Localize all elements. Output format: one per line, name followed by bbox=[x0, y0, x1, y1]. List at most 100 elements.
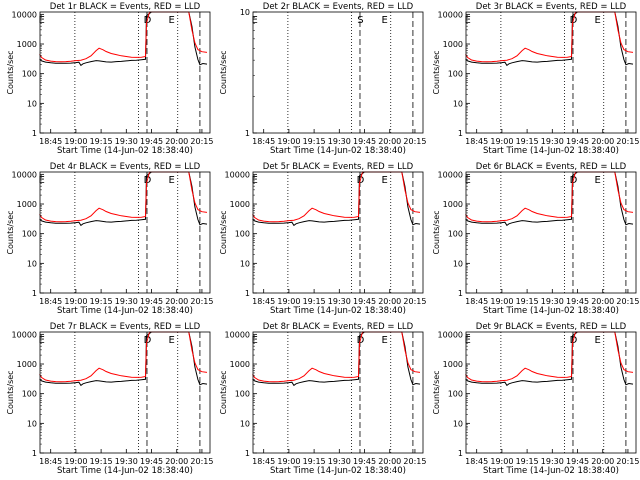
series-line-lld bbox=[252, 171, 421, 223]
series-line-events bbox=[252, 171, 421, 227]
y-tick-label: 100 bbox=[22, 230, 37, 239]
x-tick-label: 19:00 bbox=[490, 297, 513, 306]
event-marker: E bbox=[382, 335, 388, 346]
y-axis-label: Counts/sec bbox=[432, 50, 441, 94]
x-tick-label: 20:00 bbox=[591, 297, 614, 306]
x-tick-label: 20:15 bbox=[403, 137, 426, 146]
y-tick-label: 1 bbox=[458, 129, 463, 138]
x-axis-label: Start Time (14-Jun-02 18:38:40) bbox=[270, 146, 406, 156]
series-line-events bbox=[465, 11, 634, 67]
event-marker: S bbox=[357, 15, 363, 26]
event-marker: E bbox=[251, 15, 257, 26]
x-tick-label: 19:45 bbox=[140, 297, 163, 306]
y-tick-label: 10000 bbox=[12, 170, 37, 179]
x-tick-label: 19:15 bbox=[90, 137, 113, 146]
y-tick-label: 1000 bbox=[443, 360, 463, 369]
x-tick-label: 18:45 bbox=[39, 297, 62, 306]
plot-frame bbox=[465, 171, 637, 294]
x-tick-label: 19:15 bbox=[516, 297, 539, 306]
y-tick-label: 10 bbox=[453, 259, 463, 268]
x-tick-label: 19:45 bbox=[140, 457, 163, 466]
series-line-events bbox=[39, 331, 208, 387]
event-marker: E bbox=[169, 335, 175, 346]
y-tick-label: 10000 bbox=[12, 10, 37, 19]
x-axis-label: Start Time (14-Jun-02 18:38:40) bbox=[57, 306, 193, 316]
series-line-events bbox=[465, 331, 634, 387]
x-tick-label: 19:30 bbox=[541, 457, 564, 466]
plot-frame bbox=[39, 11, 211, 134]
y-axis-label: Counts/sec bbox=[432, 370, 441, 414]
y-tick-label: 10000 bbox=[225, 170, 250, 179]
x-axis-label: Start Time (14-Jun-02 18:38:40) bbox=[57, 466, 193, 476]
event-marker: E bbox=[169, 15, 175, 26]
x-axis-label: Start Time (14-Jun-02 18:38:40) bbox=[57, 146, 193, 156]
x-tick-label: 19:15 bbox=[90, 297, 113, 306]
y-axis-label: Counts/sec bbox=[6, 370, 15, 414]
x-axis-label: Start Time (14-Jun-02 18:38:40) bbox=[270, 466, 406, 476]
y-tick-label: 100 bbox=[448, 230, 463, 239]
y-tick-label: 1000 bbox=[17, 360, 37, 369]
y-tick-label: 10000 bbox=[225, 330, 250, 339]
y-tick-label: 1000 bbox=[17, 200, 37, 209]
event-marker: E bbox=[38, 15, 44, 26]
panel-title: Det 5r BLACK = Events, RED = LLD bbox=[263, 162, 414, 172]
x-tick-label: 20:00 bbox=[378, 137, 401, 146]
y-tick-label: 1000 bbox=[230, 360, 250, 369]
panel-title: Det 1r BLACK = Events, RED = LLD bbox=[50, 2, 201, 12]
y-axis-label: Counts/sec bbox=[219, 210, 228, 254]
y-tick-label: 100 bbox=[448, 70, 463, 79]
series-line-events bbox=[252, 331, 421, 387]
x-tick-label: 20:00 bbox=[591, 457, 614, 466]
series-line-lld bbox=[39, 171, 208, 223]
x-tick-label: 19:00 bbox=[64, 457, 87, 466]
event-marker: E bbox=[382, 15, 388, 26]
x-tick-label: 19:15 bbox=[516, 137, 539, 146]
x-tick-label: 19:15 bbox=[303, 137, 326, 146]
y-tick-label: 10 bbox=[240, 419, 250, 428]
event-marker: E bbox=[38, 335, 44, 346]
x-tick-label: 20:00 bbox=[591, 137, 614, 146]
x-tick-label: 18:45 bbox=[252, 137, 275, 146]
y-tick-label: 1 bbox=[458, 449, 463, 458]
y-tick-label: 1 bbox=[32, 449, 37, 458]
series-line-events bbox=[465, 171, 634, 227]
y-tick-label: 10000 bbox=[438, 10, 463, 19]
x-tick-label: 20:15 bbox=[616, 297, 639, 306]
x-axis-label: Start Time (14-Jun-02 18:38:40) bbox=[270, 306, 406, 316]
y-axis-label: Counts/sec bbox=[219, 370, 228, 414]
y-tick-label: 10000 bbox=[12, 330, 37, 339]
y-axis-label: Counts/sec bbox=[6, 50, 15, 94]
panel-title: Det 6r BLACK = Events, RED = LLD bbox=[476, 162, 627, 172]
x-tick-label: 19:30 bbox=[328, 297, 351, 306]
y-axis-label: Counts/sec bbox=[432, 210, 441, 254]
panel-title: Det 2r BLACK = Events, RED = LLD bbox=[263, 2, 414, 12]
x-tick-label: 19:00 bbox=[64, 297, 87, 306]
plot-frame bbox=[252, 171, 424, 294]
y-tick-label: 1 bbox=[245, 289, 250, 298]
x-tick-label: 20:15 bbox=[190, 457, 213, 466]
panel-title: Det 4r BLACK = Events, RED = LLD bbox=[50, 162, 201, 172]
x-tick-label: 20:15 bbox=[403, 457, 426, 466]
x-tick-label: 19:45 bbox=[353, 137, 376, 146]
y-tick-label: 100 bbox=[448, 390, 463, 399]
x-tick-label: 18:45 bbox=[252, 297, 275, 306]
event-marker: E bbox=[595, 15, 601, 26]
x-tick-label: 20:15 bbox=[190, 297, 213, 306]
event-marker: E bbox=[251, 335, 257, 346]
series-line-lld bbox=[252, 331, 421, 383]
event-marker: E bbox=[595, 175, 601, 186]
x-tick-label: 19:15 bbox=[303, 297, 326, 306]
panel-title: Det 7r BLACK = Events, RED = LLD bbox=[50, 322, 201, 332]
y-tick-label: 1000 bbox=[17, 40, 37, 49]
x-tick-label: 19:00 bbox=[64, 137, 87, 146]
y-tick-label: 100 bbox=[235, 230, 250, 239]
x-tick-label: 19:45 bbox=[566, 297, 589, 306]
y-tick-label: 1000 bbox=[443, 40, 463, 49]
